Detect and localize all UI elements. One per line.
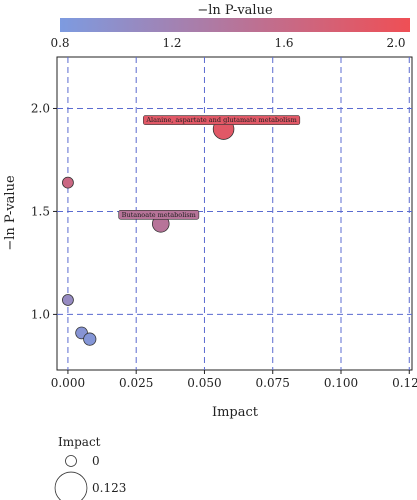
- x-tick-label: 0.100: [324, 376, 358, 390]
- colorbar-tick-label: 0.8: [50, 36, 69, 50]
- y-tick-label: 1.5: [31, 204, 50, 218]
- size-legend-bubble: [65, 455, 77, 467]
- y-axis-ticks: 1.0 1.5 2.0: [31, 101, 57, 321]
- data-point-bubble: [62, 294, 74, 306]
- size-legend-label: 0: [92, 454, 100, 468]
- data-point-bubble: [83, 332, 97, 346]
- colorbar-tick-label: 1.2: [162, 36, 181, 50]
- data-point-bubble: [62, 176, 74, 189]
- x-axis-label: Impact: [212, 405, 259, 420]
- x-tick-label: 0.125: [392, 376, 417, 390]
- data-points: Alanine, aspartate and glutamate metabol…: [62, 115, 301, 346]
- pathway-annotation: Alanine, aspartate and glutamate metabol…: [143, 115, 301, 125]
- size-legend-bubble: [54, 471, 88, 500]
- pathway-label-box: [118, 209, 200, 220]
- x-tick-label: 0.050: [187, 376, 221, 390]
- x-tick-label: 0.025: [119, 376, 153, 390]
- colorbar: [60, 18, 410, 32]
- colorbar-title: −ln P-value: [197, 3, 273, 18]
- size-legend: 0 0.123: [54, 454, 126, 500]
- colorbar-tick-label: 2.0: [386, 36, 405, 50]
- y-tick-label: 1.0: [31, 307, 50, 321]
- size-legend-title: Impact: [58, 435, 101, 449]
- plot-area-frame: [56, 56, 413, 371]
- pathway-annotation: Butanoate metabolism: [118, 209, 200, 220]
- size-legend-label: 0.123: [92, 481, 126, 495]
- grid-lines: [57, 57, 412, 370]
- colorbar-ticks: 0.8 1.2 1.6 2.0: [50, 36, 405, 50]
- x-tick-label: 0.075: [256, 376, 290, 390]
- x-tick-label: 0.000: [51, 376, 85, 390]
- pathway-label: Alanine, aspartate and glutamate metabol…: [145, 116, 296, 124]
- colorbar-tick-label: 1.6: [274, 36, 293, 50]
- x-axis-ticks: 0.000 0.025 0.050 0.075 0.100 0.125: [51, 370, 417, 390]
- y-tick-label: 2.0: [31, 101, 50, 115]
- pathway-label: Butanoate metabolism: [122, 211, 196, 219]
- pathway-label-box: [143, 115, 301, 125]
- y-axis-label: −ln P-value: [3, 175, 18, 251]
